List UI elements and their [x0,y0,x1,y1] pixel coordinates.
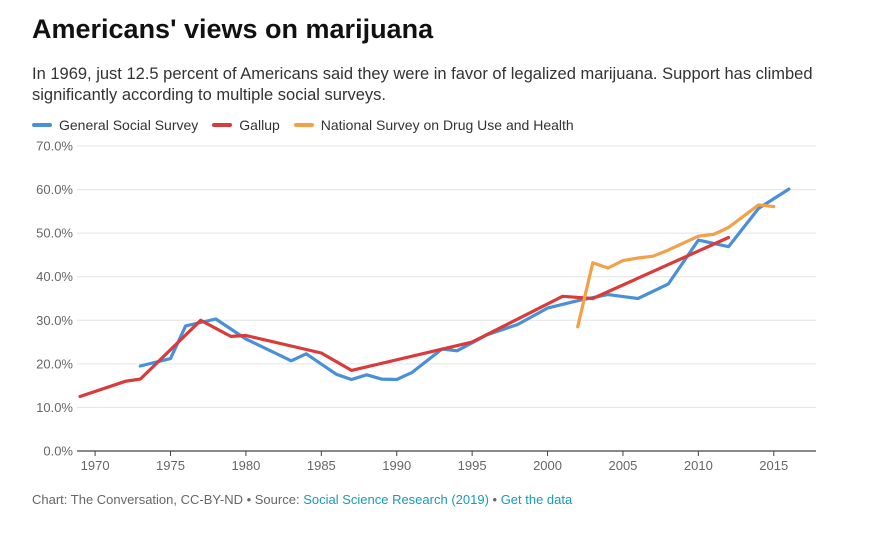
x-tick-label: 2000 [533,458,562,473]
series-line-0 [138,187,791,382]
x-tick-label: 1980 [231,458,260,473]
legend-swatch-nsduh [293,123,314,127]
get-data-link[interactable]: Get the data [500,492,573,507]
series-line-1 [78,235,731,399]
x-tick-label: 2010 [684,458,713,473]
series-line-2 [576,203,776,329]
y-tick-label: 30.0% [36,313,73,328]
y-tick-label: 70.0% [36,139,73,154]
x-tick-label: 2005 [608,458,637,473]
chart-footer: Chart: The Conversation, CC-BY-ND • Sour… [32,492,572,507]
grid-lines [77,145,816,456]
x-tick-label: 1990 [382,458,411,473]
x-axis-tick-labels: 1970 1975 1980 1985 1990 1995 2000 2005 2010 2015 [81,458,789,473]
page-subtitle: In 1969, just 12.5 percent of Americans … [32,65,813,104]
legend-item-gallup: Gallup [212,117,280,133]
source-label: Source: [254,492,304,507]
series-lines [78,187,791,399]
y-tick-label: 40.0% [36,269,73,284]
footer-separator-2: • [488,492,501,507]
x-tick-label: 1975 [156,458,185,473]
y-tick-label: 50.0% [36,226,73,241]
legend-swatch-gallup [212,123,233,127]
x-tick-label: 2015 [759,458,788,473]
legend-swatch-gss [32,123,52,127]
x-tick-label: 1985 [307,458,336,473]
page-title: Americans' views on marijuana [32,14,434,44]
y-tick-label: 0.0% [43,444,73,459]
x-tick-label: 1995 [458,458,487,473]
y-tick-label: 20.0% [36,356,73,371]
legend-label-gallup: Gallup [239,117,280,133]
legend-item-gss: General Social Survey [32,117,198,133]
y-axis-tick-labels: 0.0% 10.0% 20.0% 30.0% 40.0% 50.0% 60.0% 70.0% [36,139,73,459]
chart-credit: Chart: The Conversation, CC-BY-ND [32,492,243,507]
source-link[interactable]: Social Science Research (2019) [303,492,489,507]
legend-item-nsduh: National Survey on Drug Use and Health [293,117,574,133]
chart-legend: General Social Survey Gallup National Su… [32,117,588,133]
legend-label-nsduh: National Survey on Drug Use and Health [320,117,574,133]
y-tick-label: 60.0% [36,182,73,197]
x-tick-label: 1970 [81,458,110,473]
y-tick-label: 10.0% [36,400,73,415]
legend-label-gss: General Social Survey [59,117,199,133]
footer-separator-1: • [242,492,255,507]
